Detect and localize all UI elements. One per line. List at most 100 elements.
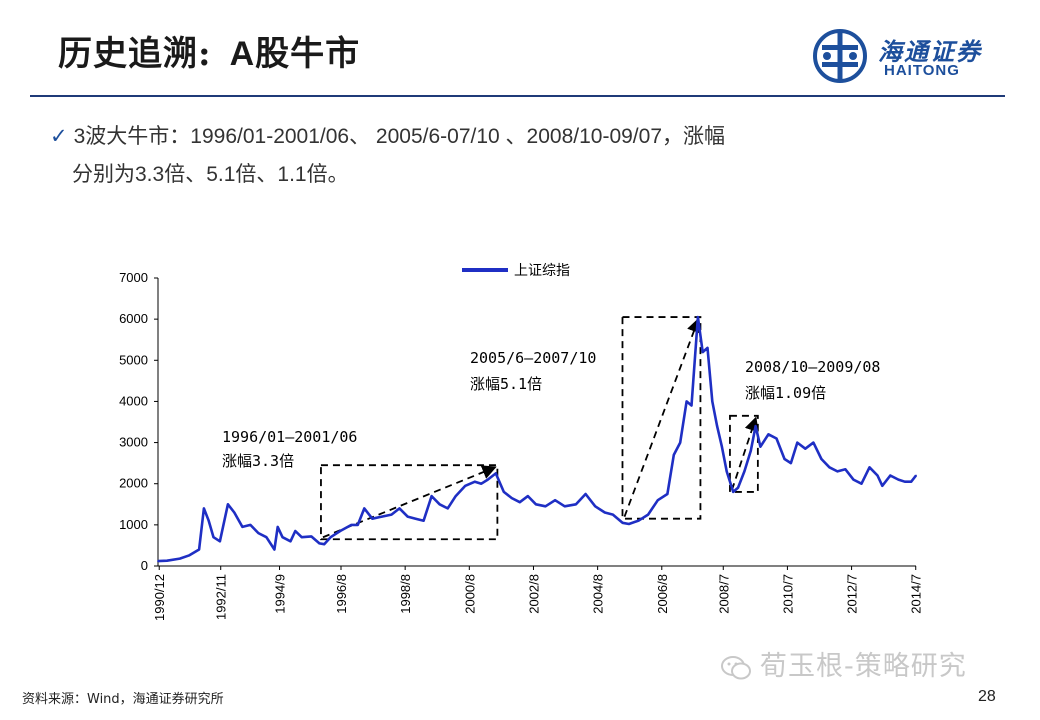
data-point	[289, 540, 292, 543]
data-point	[701, 351, 704, 353]
data-point	[603, 511, 606, 514]
data-point	[685, 400, 688, 403]
data-point	[759, 445, 762, 448]
annotation-box	[729, 414, 759, 493]
data-point	[637, 519, 640, 522]
data-point	[363, 507, 366, 510]
data-point	[711, 400, 714, 403]
data-point	[767, 433, 770, 436]
data-point	[725, 470, 728, 473]
data-point	[502, 491, 505, 493]
data-point	[371, 517, 374, 520]
annotation-arrow	[731, 416, 759, 491]
source-note: 资料来源：Wind，海通证券研究所	[22, 692, 224, 707]
data-point	[868, 466, 871, 469]
y-tick-label: 0	[141, 558, 148, 573]
data-point	[754, 425, 757, 428]
data-point	[446, 507, 449, 510]
logo-text-en: HAITONG	[884, 62, 960, 79]
annotation-arrow	[623, 317, 701, 518]
data-point	[265, 536, 268, 539]
data-point	[743, 470, 746, 473]
data-point	[202, 507, 205, 510]
data-point	[381, 515, 383, 518]
x-tick-label: 2000/8	[462, 574, 477, 614]
haitong-emblem-icon	[813, 29, 867, 83]
data-point	[775, 437, 778, 440]
data-point	[575, 503, 577, 506]
data-point	[584, 493, 587, 495]
annotation-box	[621, 316, 702, 520]
data-point	[897, 478, 900, 481]
data-point	[915, 474, 917, 477]
data-point	[783, 458, 786, 460]
data-point	[594, 505, 597, 508]
logo-text-cn: 海通证券	[878, 37, 982, 66]
data-point	[219, 540, 221, 543]
data-point	[281, 536, 284, 539]
x-tick-label: 2008/7	[716, 574, 731, 614]
y-tick-label: 2000	[119, 476, 148, 491]
data-point	[690, 404, 693, 407]
y-tick-label: 6000	[119, 311, 148, 326]
data-point	[721, 445, 723, 448]
data-point	[737, 486, 739, 489]
data-point	[876, 474, 879, 477]
data-point	[422, 519, 425, 522]
data-point	[480, 482, 483, 485]
data-point	[454, 495, 457, 497]
y-tick-label: 1000	[119, 517, 148, 532]
data-point	[656, 499, 659, 502]
data-point	[486, 478, 489, 481]
data-point	[398, 507, 401, 510]
bullet-line-2: 分别为3.3倍、5.1倍、1.1倍。	[72, 163, 349, 186]
data-point	[621, 521, 624, 524]
x-tick-label: 2010/7	[780, 574, 795, 614]
data-point	[804, 447, 807, 450]
x-tick-label: 2006/8	[655, 574, 670, 614]
haitong-logo: 海通证券 HAITONG	[812, 28, 1012, 88]
series-line	[157, 315, 918, 563]
data-point	[276, 526, 279, 528]
watermark-text: 荀玉根-策略研究	[760, 651, 967, 682]
data-point	[257, 532, 260, 534]
data-point	[749, 449, 752, 452]
data-point	[188, 554, 191, 557]
data-point	[438, 503, 441, 506]
y-tick-label: 3000	[119, 435, 148, 450]
data-point	[494, 472, 497, 475]
annotation-gain-label: 涨幅1.09倍	[745, 384, 826, 402]
x-tick-label: 2014/7	[909, 574, 924, 614]
data-point	[796, 441, 799, 444]
annotation-period-label: 2008/10—2009/08	[745, 358, 880, 376]
data-point	[273, 548, 276, 551]
data-point	[903, 480, 906, 483]
x-tick-label: 1990/12	[152, 574, 167, 621]
data-point	[910, 480, 913, 483]
watermark: 荀玉根-策略研究	[720, 644, 967, 683]
bullet-line-1: 3波大牛市：1996/01-2001/06、 2005/6-07/10 、200…	[73, 125, 725, 148]
x-tick-label: 1996/8	[334, 574, 349, 614]
annotation-gain-label: 涨幅3.3倍	[222, 452, 294, 470]
data-point	[881, 484, 884, 487]
data-point	[198, 548, 200, 551]
data-point	[526, 495, 529, 497]
data-point	[534, 503, 537, 506]
annotation-box	[320, 464, 499, 541]
data-point	[178, 557, 181, 560]
annotation-period-label: 2005/6—2007/10	[470, 349, 596, 367]
data-point	[249, 523, 252, 526]
summary-bullet: ✓ 3波大牛市：1996/01-2001/06、 2005/6-07/10 、20…	[50, 118, 990, 194]
data-point	[350, 523, 353, 526]
data-point	[666, 493, 669, 495]
x-tick-label: 1992/11	[214, 574, 229, 620]
data-point	[836, 470, 839, 473]
data-point	[294, 530, 297, 532]
title-latin: A股牛市	[229, 35, 361, 73]
header-divider	[30, 95, 1005, 97]
title-cn: 历史追溯:	[58, 34, 212, 74]
checkmark-icon: ✓	[50, 125, 68, 148]
data-point	[860, 482, 863, 485]
data-point	[820, 458, 823, 460]
